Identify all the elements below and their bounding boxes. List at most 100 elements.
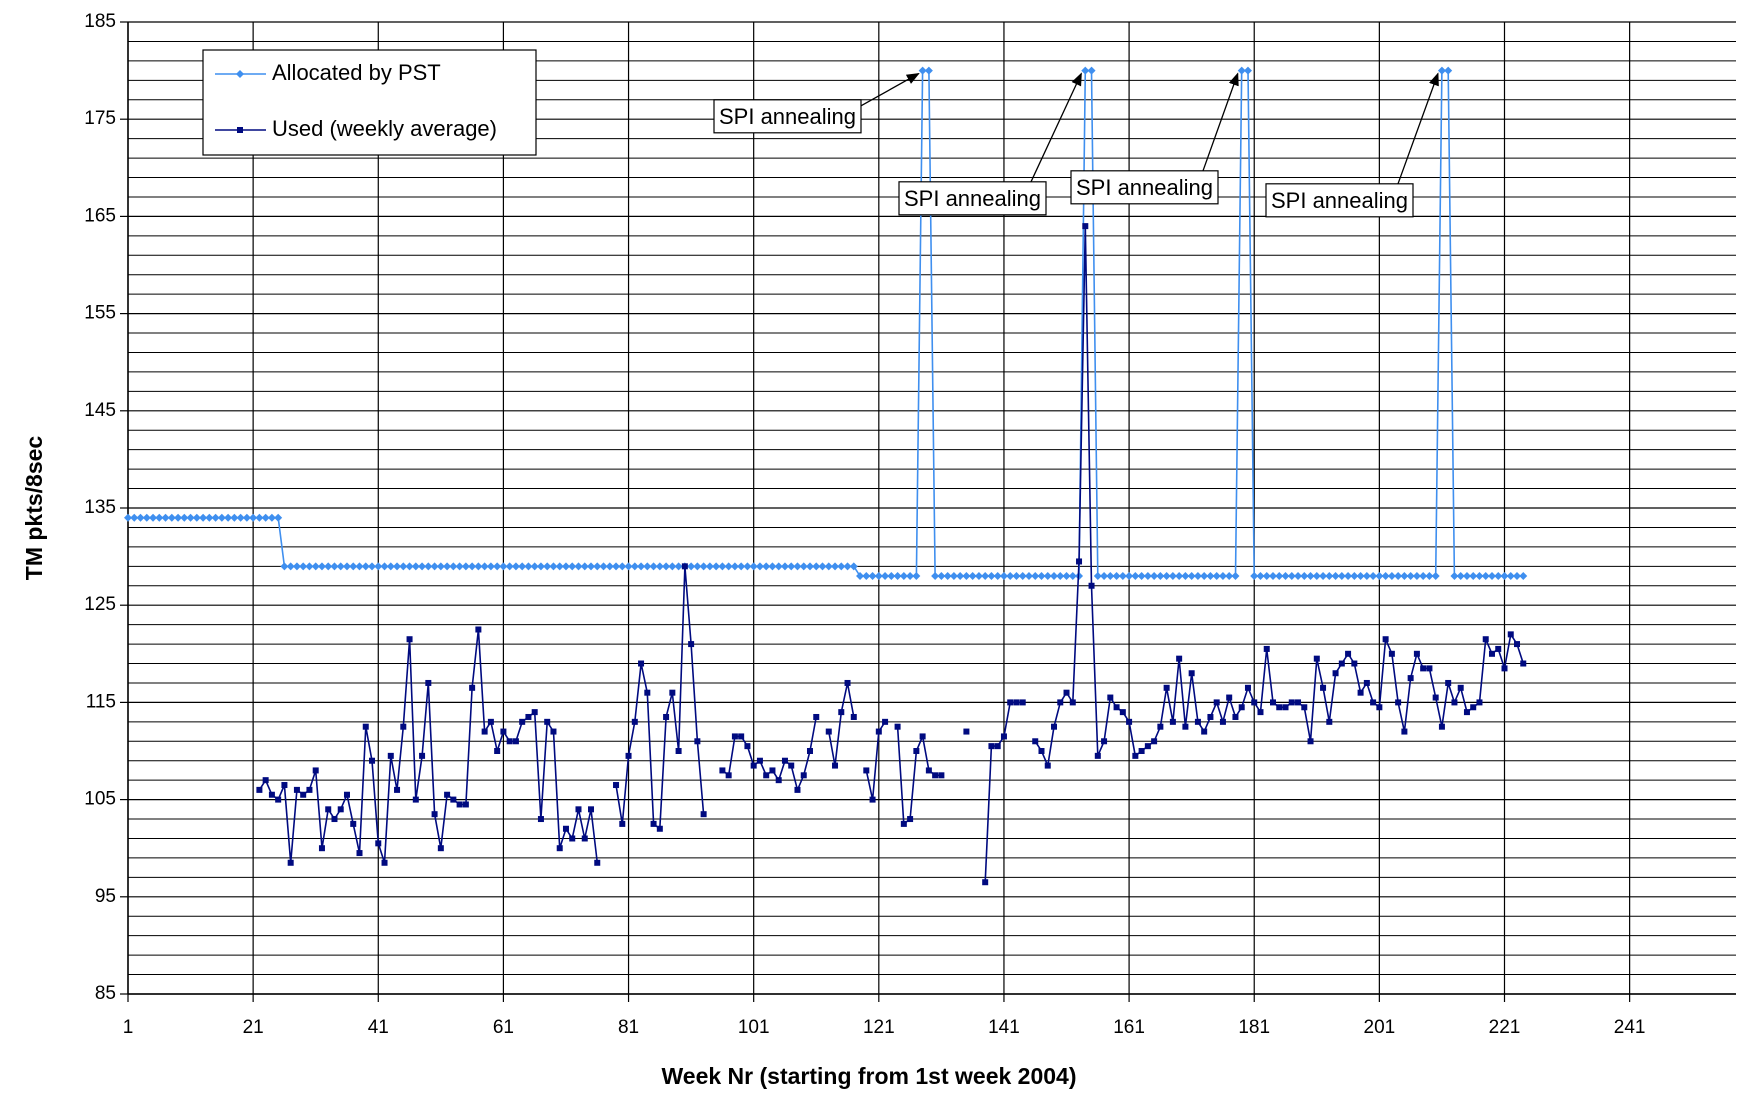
point bbox=[744, 743, 751, 750]
point bbox=[1231, 572, 1240, 581]
point bbox=[1069, 699, 1076, 706]
point bbox=[1332, 670, 1339, 677]
point bbox=[874, 572, 883, 581]
point bbox=[663, 713, 670, 720]
point bbox=[174, 513, 183, 522]
point bbox=[694, 738, 701, 745]
point bbox=[718, 562, 727, 571]
point bbox=[399, 562, 408, 571]
point bbox=[774, 562, 783, 571]
point bbox=[275, 796, 282, 803]
point bbox=[768, 562, 777, 571]
y-axis-title: TM pkts/8sec bbox=[21, 436, 47, 581]
point bbox=[1056, 572, 1065, 581]
point bbox=[550, 728, 557, 735]
point bbox=[1425, 572, 1434, 581]
point bbox=[1194, 718, 1201, 725]
point bbox=[374, 562, 383, 571]
point bbox=[932, 772, 939, 779]
point bbox=[1157, 723, 1164, 730]
point bbox=[461, 562, 470, 571]
point bbox=[1094, 752, 1101, 759]
legend: Allocated by PST Used (weekly average) bbox=[202, 49, 537, 156]
point bbox=[1012, 572, 1021, 581]
point bbox=[1268, 572, 1277, 581]
annotation-arrow bbox=[1397, 72, 1439, 185]
point bbox=[425, 679, 432, 686]
x-tick-label: 181 bbox=[1238, 1017, 1270, 1038]
point bbox=[1507, 631, 1514, 638]
point bbox=[887, 572, 896, 581]
point bbox=[186, 513, 195, 522]
y-tick-label: 165 bbox=[84, 205, 116, 226]
point bbox=[1463, 709, 1470, 716]
point bbox=[1300, 572, 1309, 581]
point bbox=[1131, 572, 1140, 581]
point bbox=[1295, 699, 1302, 706]
point bbox=[236, 513, 245, 522]
point bbox=[1356, 572, 1365, 581]
point bbox=[693, 562, 702, 571]
point bbox=[1363, 679, 1370, 686]
point bbox=[805, 562, 814, 571]
point bbox=[749, 562, 758, 571]
point bbox=[1351, 660, 1358, 667]
point bbox=[468, 562, 477, 571]
annotation-text: SPI annealing bbox=[1271, 188, 1408, 213]
point bbox=[1319, 572, 1328, 581]
point bbox=[544, 718, 551, 725]
point bbox=[1306, 572, 1315, 581]
point bbox=[1013, 699, 1020, 706]
y-tick-label: 105 bbox=[84, 789, 116, 810]
point bbox=[1325, 572, 1334, 581]
point bbox=[1438, 723, 1445, 730]
point bbox=[281, 782, 288, 789]
point bbox=[1431, 572, 1440, 581]
point bbox=[362, 723, 369, 730]
point bbox=[1413, 650, 1420, 657]
point bbox=[738, 733, 745, 740]
point bbox=[437, 845, 444, 852]
point bbox=[530, 562, 539, 571]
point bbox=[881, 572, 890, 581]
y-tick-label: 175 bbox=[84, 108, 116, 129]
point bbox=[863, 767, 870, 774]
point bbox=[1212, 572, 1221, 581]
point bbox=[1176, 655, 1183, 662]
point bbox=[769, 767, 776, 774]
point bbox=[1350, 572, 1359, 581]
point bbox=[1513, 572, 1522, 581]
point bbox=[493, 562, 502, 571]
point bbox=[1250, 572, 1259, 581]
point bbox=[1043, 572, 1052, 581]
annotation-box bbox=[713, 99, 862, 134]
x-tick-label: 241 bbox=[1614, 1017, 1646, 1038]
point bbox=[1138, 748, 1145, 754]
legend-label: Used (weekly average) bbox=[272, 116, 497, 141]
point bbox=[400, 723, 407, 730]
point bbox=[180, 513, 189, 522]
point bbox=[981, 572, 990, 581]
point bbox=[393, 562, 402, 571]
point bbox=[837, 562, 846, 571]
annotation-text: SPI annealing bbox=[904, 186, 1041, 211]
point bbox=[962, 572, 971, 581]
point bbox=[355, 562, 364, 571]
point bbox=[519, 718, 526, 725]
point bbox=[1238, 704, 1245, 711]
point bbox=[1182, 723, 1189, 730]
y-tick-label: 145 bbox=[84, 400, 116, 421]
point bbox=[1476, 699, 1483, 706]
annotation-arrow bbox=[1202, 72, 1239, 172]
y-tick-label: 135 bbox=[84, 497, 116, 518]
point bbox=[1213, 699, 1220, 706]
point bbox=[494, 748, 501, 754]
point bbox=[1218, 572, 1227, 581]
point bbox=[638, 660, 645, 667]
point bbox=[419, 752, 426, 759]
point bbox=[619, 820, 626, 827]
point bbox=[524, 562, 533, 571]
point bbox=[949, 572, 958, 581]
point bbox=[343, 791, 350, 798]
point bbox=[968, 572, 977, 581]
